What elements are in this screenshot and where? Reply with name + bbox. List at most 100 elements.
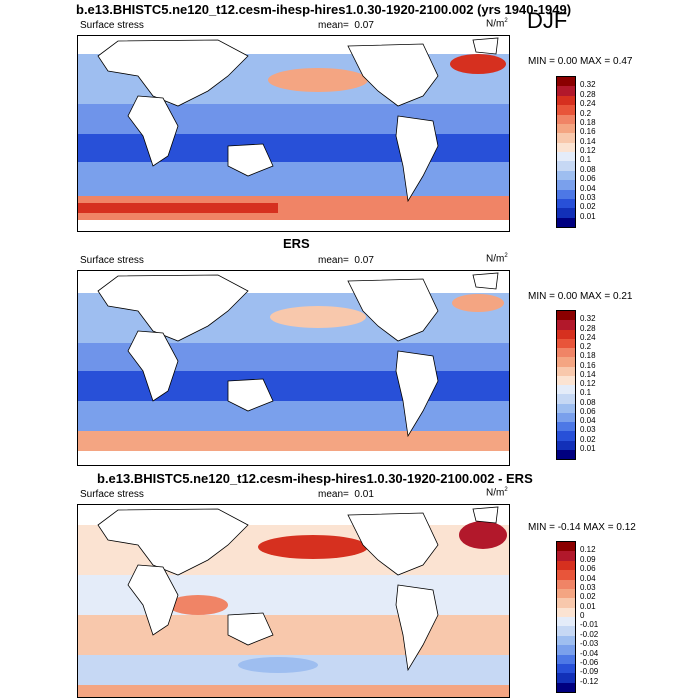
colorbar-tick-label: -0.02	[580, 629, 599, 639]
colorbar-tick-label: 0.03	[580, 582, 596, 592]
colorbar-tick-label: 0.28	[580, 323, 596, 333]
colorbar-swatch	[557, 105, 575, 115]
colorbar-tick-label: 0.02	[580, 434, 596, 444]
colorbar-tick-label: 0.12	[580, 379, 596, 388]
colorbar-swatch	[557, 114, 575, 124]
panel-2-stress-field	[78, 271, 509, 465]
colorbar-tick-label: 0.08	[580, 164, 596, 174]
panel-1-map	[77, 35, 510, 232]
panel-3-minmax: MIN = -0.14 MAX = 0.12	[528, 522, 636, 533]
colorbar-swatch	[557, 180, 575, 190]
colorbar-tick-label: 0.12	[580, 545, 596, 555]
colorbar-swatch	[557, 133, 575, 143]
colorbar-swatch	[557, 626, 575, 636]
panel-3-variable: Surface stress	[80, 489, 144, 500]
colorbar-swatch	[557, 654, 575, 664]
colorbar-tick-label: 0.02	[580, 202, 596, 212]
colorbar-tick-label: 0.06	[580, 564, 596, 574]
colorbar-tick-label: 0.04	[580, 573, 596, 583]
panel-2-units: N/m2	[486, 253, 508, 265]
colorbar-swatch	[557, 357, 575, 367]
panel-2-title: ERS	[283, 236, 310, 251]
colorbar-tick-label: 0.04	[580, 416, 596, 425]
colorbar-swatch	[557, 551, 575, 561]
colorbar-tick-label: 0.06	[580, 174, 596, 184]
colorbar-tick-label: 0.1	[580, 388, 592, 398]
colorbar-tick-label: 0.14	[580, 136, 596, 146]
colorbar-swatch	[557, 123, 575, 134]
panel-2-minmax: MIN = 0.00 MAX = 0.21	[528, 291, 633, 302]
colorbar-tick-label: 0.16	[580, 360, 596, 370]
colorbar-swatch	[557, 198, 575, 209]
colorbar-tick-label: 0.1	[580, 155, 592, 165]
colorbar-swatch	[557, 366, 575, 376]
panel-3-stress-diff-field	[78, 505, 509, 697]
colorbar-swatch	[557, 412, 575, 422]
colorbar-tick-label: 0.01	[580, 443, 596, 453]
colorbar-swatch	[557, 142, 575, 152]
colorbar-swatch	[557, 403, 575, 413]
colorbar-tick-label: -0.04	[580, 648, 599, 658]
colorbar-tick-label: 0.2	[580, 108, 592, 118]
colorbar-tick-label: 0.08	[580, 397, 596, 407]
panel-1-minmax: MIN = 0.00 MAX = 0.47	[528, 56, 633, 67]
colorbar-swatch	[557, 208, 575, 218]
panel-3-map	[77, 504, 510, 698]
colorbar-swatch	[557, 682, 575, 692]
colorbar-tick-label: 0.03	[580, 192, 596, 202]
colorbar-swatch	[557, 86, 575, 96]
colorbar-tick-label: 0.32	[580, 314, 596, 324]
colorbar-swatch	[557, 673, 575, 683]
colorbar-tick-label: 0.16	[580, 127, 596, 137]
colorbar-tick-label: 0.01	[580, 211, 596, 221]
colorbar-swatch	[557, 375, 575, 385]
colorbar-tick-label: 0.2	[580, 342, 592, 351]
colorbar-swatch	[557, 170, 575, 181]
colorbar-swatch	[557, 635, 575, 646]
panel-1-variable: Surface stress	[80, 20, 144, 31]
colorbar-swatch	[557, 320, 575, 330]
panel-3-mean: mean= 0.01	[318, 489, 374, 500]
colorbar-swatch	[557, 579, 575, 589]
colorbar-tick-label: 0.14	[580, 369, 596, 379]
colorbar-swatch	[557, 617, 575, 627]
panel-2-colorbar	[556, 310, 576, 460]
colorbar-swatch	[557, 348, 575, 358]
colorbar-tick-label: 0.09	[580, 554, 596, 564]
colorbar-swatch	[557, 645, 575, 655]
colorbar-swatch	[557, 385, 575, 395]
colorbar-tick-label: -0.12	[580, 676, 599, 686]
colorbar-swatch	[557, 431, 575, 441]
panel-2-map	[77, 270, 510, 466]
panel-2-mean: mean= 0.07	[318, 255, 374, 266]
colorbar-tick-label: 0.01	[580, 601, 596, 611]
colorbar-tick-label: 0.06	[580, 406, 596, 416]
panel-1-title: b.e13.BHISTC5.ne120_t12.cesm-ihesp-hires…	[76, 2, 572, 17]
colorbar-swatch	[557, 311, 575, 321]
colorbar-swatch	[557, 329, 575, 339]
colorbar-swatch	[557, 607, 575, 617]
colorbar-swatch	[557, 338, 575, 348]
colorbar-tick-label: -0.09	[580, 667, 599, 677]
colorbar-tick-label: -0.06	[580, 657, 599, 667]
colorbar-tick-label: 0.02	[580, 592, 596, 602]
colorbar-swatch	[557, 152, 575, 162]
panel-3-title: b.e13.BHISTC5.ne120_t12.cesm-ihesp-hires…	[97, 471, 533, 486]
colorbar-swatch	[557, 542, 575, 552]
colorbar-tick-label: 0.18	[580, 117, 596, 127]
colorbar-swatch	[557, 217, 575, 227]
panel-3-colorbar	[556, 541, 576, 693]
colorbar-swatch	[557, 161, 575, 171]
colorbar-swatch	[557, 588, 575, 599]
colorbar-tick-label: -0.01	[580, 620, 599, 630]
panel-2-variable: Surface stress	[80, 255, 144, 266]
colorbar-swatch	[557, 394, 575, 404]
colorbar-tick-label: 0.12	[580, 146, 596, 155]
colorbar-tick-label: 0.18	[580, 351, 596, 361]
colorbar-tick-label: 0.28	[580, 89, 596, 99]
colorbar-swatch	[557, 449, 575, 459]
panel-1-colorbar	[556, 76, 576, 228]
colorbar-swatch	[557, 560, 575, 571]
colorbar-tick-label: 0	[580, 611, 585, 620]
colorbar-tick-label: 0.24	[580, 332, 596, 342]
